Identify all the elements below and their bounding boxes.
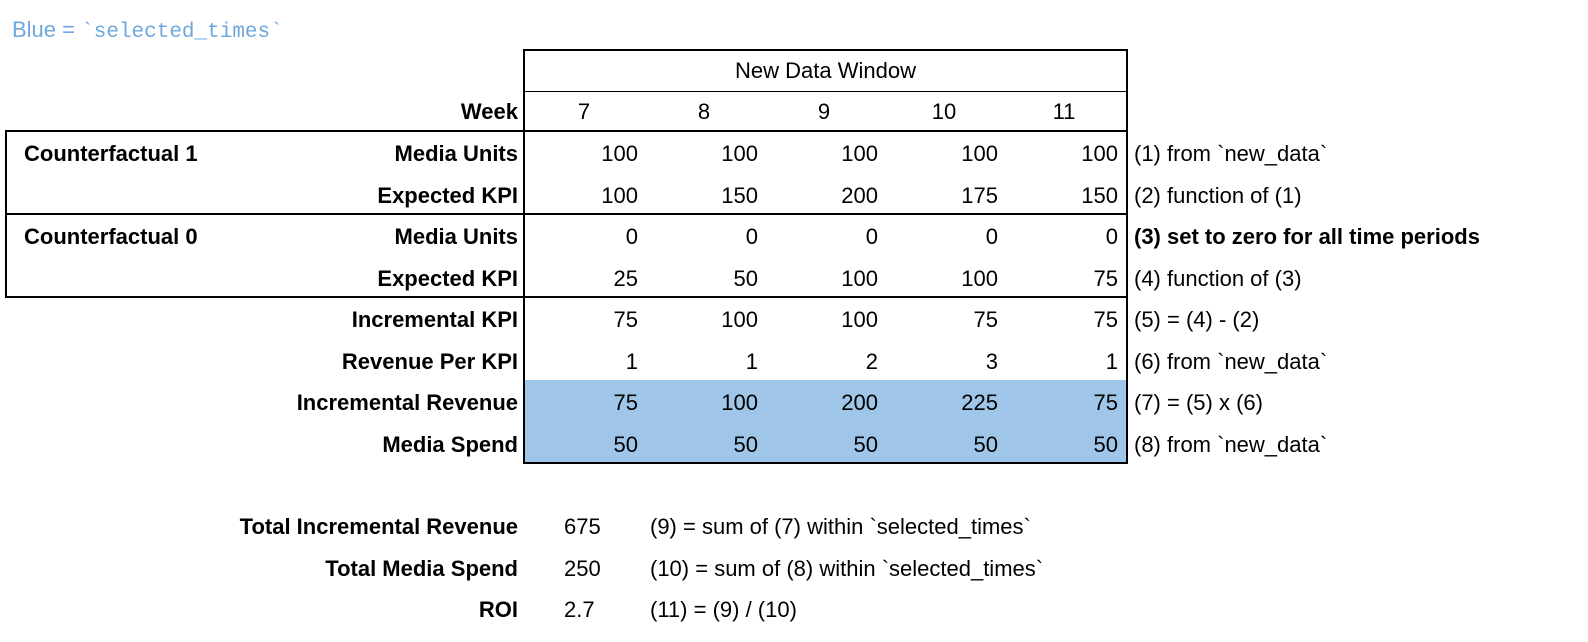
table-cell: 0 [625,224,638,249]
group-label: Counterfactual 0 [24,224,198,249]
total-value: 2.7 [564,597,595,622]
row-note: (4) function of (3) [1134,265,1302,291]
week-label: Week [460,99,518,124]
table-cell: 75 [613,307,638,332]
table-cell: 100 [841,141,878,166]
table-cell: 1 [625,348,638,374]
border [5,213,1128,215]
new-data-window-header: New Data Window [735,58,916,83]
table-cell: 200 [841,182,878,208]
table-cell: 100 [721,141,758,166]
table-cell: 50 [973,431,998,457]
table-cell: 100 [961,141,998,166]
row-note: (8) from `new_data` [1134,431,1328,457]
table-cell: 75 [613,390,638,415]
table-cell: 100 [1081,141,1118,166]
table-cell: 75 [973,307,998,332]
total-label: ROI [478,597,518,622]
table-cell: 100 [601,182,638,208]
table-cell: 1 [745,348,758,374]
border [524,462,1128,464]
table-cell: 100 [721,307,758,332]
border [1126,49,1128,464]
row-label: Media Spend [382,431,518,457]
table-cell: 0 [745,224,758,249]
table-cell: 50 [613,431,638,457]
row-note: (5) = (4) - (2) [1134,307,1260,332]
table-cell: 75 [1093,265,1118,291]
total-label: Total Media Spend [325,555,518,581]
table-cell: 1 [1105,348,1118,374]
row-note: (1) from `new_data` [1134,141,1328,166]
week-header: 8 [697,99,711,124]
legend-code: `selected_times` [81,21,283,44]
row-note: (6) from `new_data` [1134,348,1328,374]
row-label: Expected KPI [377,265,518,291]
table-cell: 0 [1105,224,1118,249]
table-cell: 150 [1081,182,1118,208]
border [5,130,7,298]
row-label: Media Units [394,141,518,166]
legend-prefix: Blue = [12,17,82,42]
row-label: Revenue Per KPI [341,348,518,374]
table-cell: 100 [721,390,758,415]
table-cell: 75 [1093,390,1118,415]
total-note: (9) = sum of (7) within `selected_times` [650,514,1031,539]
total-value: 250 [564,555,601,581]
week-header: 7 [577,99,591,124]
table-cell: 25 [613,265,638,291]
row-note: (3) set to zero for all time periods [1134,224,1480,249]
table-cell: 200 [841,390,878,415]
table-cell: 100 [601,141,638,166]
table-cell: 225 [961,390,998,415]
table-cell: 0 [865,224,878,249]
table-cell: 50 [1093,431,1118,457]
table-cell: 100 [841,307,878,332]
week-header: 9 [817,99,831,124]
border [524,91,1128,92]
table-cell: 2 [865,348,878,374]
week-header: 11 [1052,99,1076,124]
total-note: (10) = sum of (8) within `selected_times… [650,555,1044,581]
table-cell: 100 [961,265,998,291]
border [5,130,1128,132]
border [5,296,1128,298]
row-label: Media Units [394,224,518,249]
row-note: (7) = (5) x (6) [1134,390,1263,415]
border [524,49,1128,51]
table-cell: 100 [841,265,878,291]
row-label: Incremental Revenue [296,390,518,415]
week-header: 10 [931,99,957,124]
table-cell: 175 [961,182,998,208]
total-value: 675 [564,514,601,539]
row-label: Incremental KPI [351,307,518,332]
total-label: Total Incremental Revenue [239,514,518,539]
border [523,49,525,464]
row-note: (2) function of (1) [1134,182,1302,208]
table-cell: 3 [985,348,998,374]
selected-times-highlight [524,380,1127,463]
table-cell: 50 [853,431,878,457]
table-cell: 0 [985,224,998,249]
table-cell: 150 [721,182,758,208]
table-cell: 50 [733,431,758,457]
table-cell: 50 [733,265,758,291]
legend-text: Blue = `selected_times` [12,17,283,44]
table-cell: 75 [1093,307,1118,332]
total-note: (11) = (9) / (10) [650,597,797,622]
group-label: Counterfactual 1 [24,141,198,166]
row-label: Expected KPI [377,182,518,208]
